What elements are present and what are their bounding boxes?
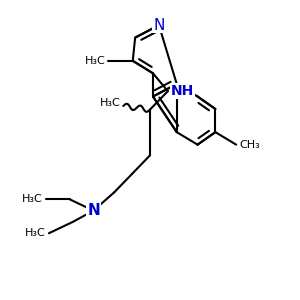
Text: H₃C: H₃C <box>25 228 46 238</box>
Text: H₃C: H₃C <box>100 98 120 108</box>
Text: H₃C: H₃C <box>85 56 105 66</box>
Text: H₃C: H₃C <box>22 194 43 204</box>
Text: CH₃: CH₃ <box>239 140 260 150</box>
Text: NH: NH <box>171 84 194 98</box>
Text: N: N <box>87 203 100 218</box>
Text: N: N <box>153 18 165 33</box>
